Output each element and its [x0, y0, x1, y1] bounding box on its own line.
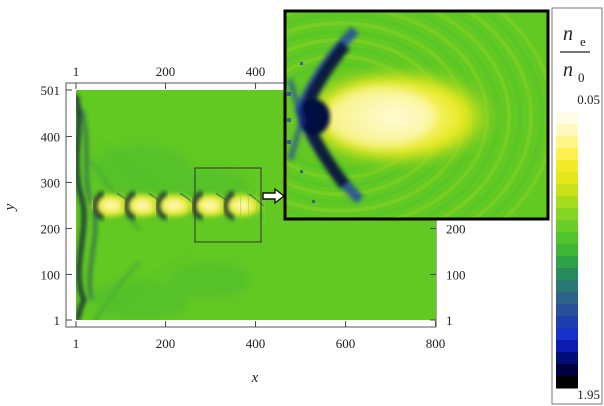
colorbar-label-denominator: n [563, 59, 573, 81]
x-tick-bottom-3: 600 [336, 336, 356, 351]
colorbar-swatch-7 [556, 196, 578, 209]
x-tick-bottom-0: 1 [73, 336, 80, 351]
colorbar-swatch-6 [556, 184, 578, 197]
colorbar-swatch-16 [556, 304, 578, 317]
colorbar-swatch-13 [556, 268, 578, 281]
zoom-arrow [262, 187, 286, 205]
colorbar-swatch-17 [556, 316, 578, 329]
colorbar-swatch-14 [556, 280, 578, 293]
colorbar-label-denominator-sub: 0 [578, 70, 585, 85]
colorbar-top-value: 0.05 [577, 92, 600, 107]
y-tick-left-2: 300 [41, 175, 61, 190]
colorbar-swatch-4 [556, 160, 578, 173]
colorbar-swatch-8 [556, 208, 578, 221]
x-tick-top-1: 200 [156, 64, 176, 79]
colorbar-swatch-12 [556, 256, 578, 269]
y-tick-left-3: 200 [41, 221, 61, 236]
y-tick-right-1: 100 [446, 267, 466, 282]
y-tick-left-0: 501 [41, 83, 61, 98]
y-tick-right-0: 200 [446, 221, 466, 236]
y-axis-label: y [2, 203, 18, 212]
colorbar-swatch-9 [556, 220, 578, 233]
x-tick-bottom-2: 400 [246, 336, 266, 351]
x-tick-top-2: 400 [246, 64, 266, 79]
zoom-source-box [194, 167, 262, 243]
colorbar-swatch-3 [556, 148, 578, 161]
colorbar-bottom-value: 1.95 [577, 387, 600, 402]
colorbar-swatch-10 [556, 232, 578, 245]
y-tick-right-2: 1 [446, 313, 453, 328]
inset-frame [283, 9, 550, 221]
colorbar-swatch-21 [556, 364, 578, 377]
colorbar-swatch-5 [556, 172, 578, 185]
colorbar-swatch-22 [556, 376, 578, 389]
y-tick-left-1: 400 [41, 129, 61, 144]
colorbar-label-numerator-sub: e [580, 34, 586, 49]
y-tick-left-4: 100 [41, 267, 61, 282]
colorbar-swatch-11 [556, 244, 578, 257]
colorbar-swatches [556, 112, 578, 389]
colorbar-swatch-18 [556, 328, 578, 341]
colorbar: n e n 0 0.05 1.95 [551, 7, 603, 405]
colorbar-swatch-15 [556, 292, 578, 305]
colorbar-swatch-1 [556, 124, 578, 137]
inset-front [287, 26, 364, 204]
colorbar-swatch-2 [556, 136, 578, 149]
y-tick-left-5: 1 [54, 313, 61, 328]
colorbar-swatch-19 [556, 340, 578, 353]
x-tick-bottom-4: 800 [426, 336, 446, 351]
bubble-4 [188, 190, 233, 221]
colorbar-label-numerator: n [563, 23, 573, 45]
x-axis-label: x [251, 370, 259, 386]
colorbar-swatch-0 [556, 112, 578, 125]
x-tick-bottom-1: 200 [156, 336, 176, 351]
x-tick-top-0: 1 [73, 64, 80, 79]
wake-ripples [235, 190, 265, 220]
colorbar-swatch-20 [556, 352, 578, 365]
zoom-inset [283, 9, 550, 221]
axes-labels: x y [2, 203, 259, 386]
axis-ticks [66, 83, 437, 327]
